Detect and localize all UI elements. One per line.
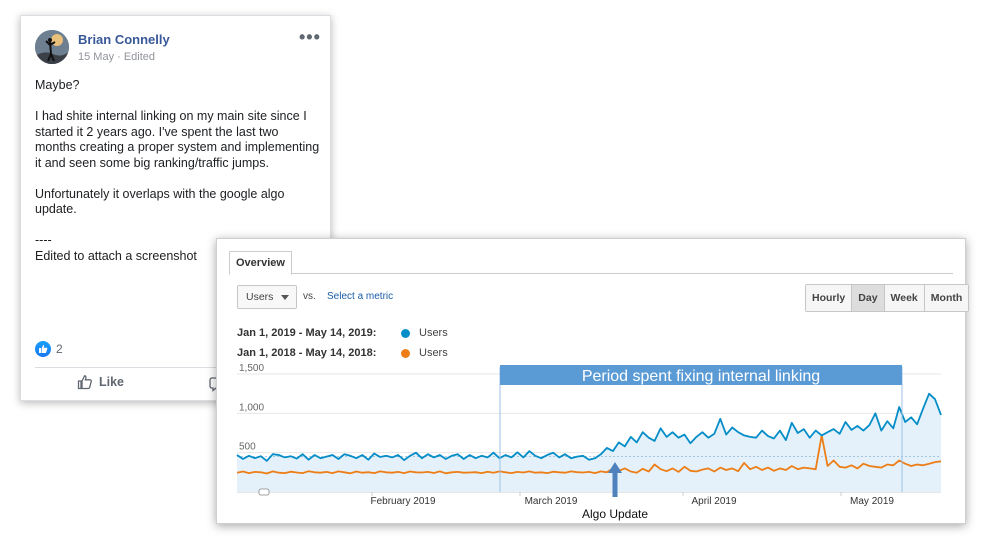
x-tick-label: February 2019 [370, 496, 435, 507]
avatar[interactable] [35, 30, 69, 64]
x-tick-label: April 2019 [691, 496, 736, 507]
legend-series-name: Users [419, 347, 448, 359]
legend-row-2019: Jan 1, 2019 - May 14, 2019: Users [237, 327, 448, 339]
author-name[interactable]: Brian Connelly [78, 32, 170, 47]
facebook-post-card: Brian Connelly 15 May · Edited ••• Maybe… [20, 15, 331, 401]
x-tick-label: May 2019 [850, 496, 894, 507]
week-button[interactable]: Week [883, 285, 924, 311]
month-button[interactable]: Month [923, 285, 969, 311]
algo-update-arrow-shaft [612, 471, 618, 497]
post-paragraph: Maybe? [35, 78, 80, 92]
hourly-button[interactable]: Hourly [806, 285, 852, 311]
vs-label: vs. [303, 291, 316, 302]
tab-bar: Overview [229, 251, 953, 275]
x-tick-label: March 2019 [525, 496, 578, 507]
y-axis-ticks: 1,500 1,000 500 [239, 363, 264, 453]
series-2019-area [237, 393, 941, 492]
tab-overview[interactable]: Overview [229, 251, 292, 275]
like-reaction-icon [35, 341, 51, 357]
like-button[interactable]: Like [77, 374, 124, 390]
legend-range: Jan 1, 2018 - May 14, 2018: [237, 347, 377, 359]
chevron-down-icon [281, 295, 289, 300]
analytics-overview-panel: Overview Users vs. Select a metric Hourl… [216, 238, 970, 524]
series-2018-line [236, 434, 942, 475]
series-2019-line [236, 392, 942, 462]
reaction-summary[interactable]: 2 [35, 341, 63, 357]
legend-series-name: Users [419, 327, 448, 339]
legend-dot-2019 [401, 328, 410, 338]
select-metric-link[interactable]: Select a metric [327, 291, 394, 302]
annotation-layer: Period spent fixing internal linking Algo… [499, 365, 903, 521]
legend-dot-2018 [401, 348, 410, 358]
legend-range: Jan 1, 2019 - May 14, 2019: [237, 327, 377, 339]
x-axis-labels: February 2019 March 2019 April 2019 May 201… [258, 488, 894, 507]
divider [35, 367, 316, 368]
post-paragraph: ---- Edited to attach a screenshot [35, 233, 197, 263]
day-button[interactable]: Day [851, 285, 884, 311]
post-body: Maybe? I had shite internal linking on m… [35, 78, 320, 280]
ellipsis-icon[interactable]: ••• [299, 27, 321, 47]
granularity-toggle: Hourly Day Week Month [805, 284, 970, 312]
series-layer [236, 392, 942, 492]
period-banner-label: Period spent fixing internal linking [582, 368, 820, 385]
comment-icon[interactable] [209, 376, 221, 397]
legend-row-2018: Jan 1, 2018 - May 14, 2018: Users [237, 347, 448, 359]
y-tick-label: 1,500 [239, 363, 264, 374]
y-tick-label: 500 [239, 442, 256, 453]
algo-update-arrow-icon [608, 462, 622, 473]
algo-update-label: Algo Update [582, 507, 648, 521]
metric-dropdown-value: Users [246, 291, 274, 303]
reaction-count: 2 [56, 342, 63, 356]
post-paragraph: Unfortunately it overlaps with the googl… [35, 186, 285, 217]
metric-dropdown[interactable]: Users [237, 285, 297, 309]
post-timestamp[interactable]: 15 May · Edited [78, 51, 156, 63]
annotation-marker-icon[interactable] [258, 488, 270, 496]
y-tick-label: 1,000 [239, 402, 264, 413]
period-banner [500, 365, 902, 385]
thumbs-up-icon [77, 375, 92, 390]
post-paragraph: I had shite internal linking on my main … [35, 109, 320, 170]
users-line-chart: 1,500 1,000 500 February 2019 March 2019 Apr… [236, 363, 942, 521]
like-label: Like [99, 375, 125, 389]
